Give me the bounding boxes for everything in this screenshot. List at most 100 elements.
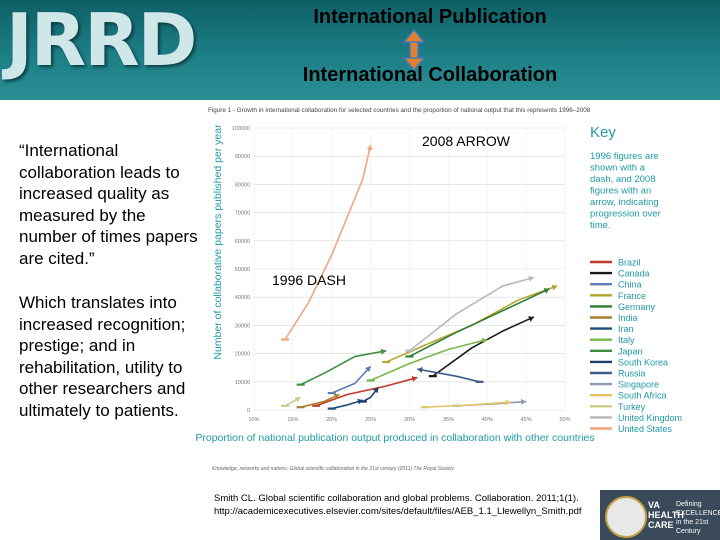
va-text-line2: HEALTH <box>648 510 684 520</box>
series-end-arrow <box>417 367 423 373</box>
description-text: Which translates into increased recognit… <box>19 293 186 420</box>
series-end-arrow <box>528 275 534 282</box>
series-end-arrow <box>528 316 534 322</box>
y-tick-labels: 0 10000 20000 30000 40000 50000 60000 70000 8000… <box>232 126 250 414</box>
legend-label: India <box>618 313 638 323</box>
series-line <box>409 276 535 352</box>
series-line <box>409 288 550 358</box>
x-tick-labels: 10% 15% 20% 25% 30% 35% 40% 45% 50% <box>248 417 570 423</box>
series-end-arrow <box>520 398 527 405</box>
dash-1996-annotation: 1996 DASH <box>272 272 346 288</box>
series-end-arrow <box>333 393 340 400</box>
va-tagline: Defining EXCELLENCE in the 21st Century <box>676 501 720 535</box>
key-title: Key <box>590 124 616 141</box>
x-tick-label: 15% <box>287 417 298 423</box>
x-tick-label: 25% <box>365 417 376 423</box>
x-axis-title: Proportion of national publication outpu… <box>195 432 594 444</box>
series-line <box>331 399 364 410</box>
legend-label: United States <box>618 424 673 434</box>
key-text-line: arrow, indicating <box>590 197 659 208</box>
x-tick-label: 35% <box>443 417 454 423</box>
figure-source: Knowledge, networks and nations: Global … <box>212 466 454 472</box>
y-tick-label: 40000 <box>235 295 250 301</box>
legend-label: Germany <box>618 302 656 312</box>
chart-series <box>281 144 558 410</box>
y-tick-label: 80000 <box>235 182 250 188</box>
key-text-line: progression over <box>590 209 661 220</box>
arrow-2008-annotation: 2008 ARROW <box>422 133 511 149</box>
series-end-arrow <box>411 375 418 382</box>
y-axis-label: Number of collaborative papers published… <box>212 124 224 360</box>
legend-label: Japan <box>618 346 643 356</box>
citation-reference: Smith CL. Global scientific collaboratio… <box>214 493 579 504</box>
series-line <box>284 144 372 340</box>
slide-title-publication: International Publication <box>313 6 547 28</box>
series-end-arrow <box>543 288 550 294</box>
chart-grid <box>253 127 566 411</box>
va-seal-icon <box>605 496 647 538</box>
y-axis-title: Number of collaborative papers published… <box>212 124 224 360</box>
x-tick-label: 20% <box>326 417 337 423</box>
x-tick-label: 50% <box>559 417 570 423</box>
key-text-line: time. <box>590 220 611 231</box>
legend-label: Italy <box>618 335 635 345</box>
y-tick-label: 0 <box>247 408 250 414</box>
slide-title-collaboration: International Collaboration <box>302 64 558 86</box>
citation: Smith CL. Global scientific collaboratio… <box>214 492 714 518</box>
key-text-line: 1996 figures are <box>590 151 659 162</box>
x-tick-label: 40% <box>482 417 493 423</box>
series-line <box>417 368 480 383</box>
citation-url: http://academicexecutives.elsevier.com/s… <box>214 506 582 517</box>
series-end-arrow <box>481 337 488 344</box>
legend-label: Brazil <box>618 258 641 268</box>
legend-label: China <box>618 280 642 290</box>
series-line <box>370 338 488 382</box>
figure-caption: Figure 1 - Growth in international colla… <box>208 107 591 114</box>
legend-label: Russia <box>618 369 646 379</box>
jrrd-logo: JRRD <box>6 0 197 82</box>
y-tick-label: 50000 <box>235 267 250 273</box>
legend-label: South Africa <box>618 391 667 401</box>
series-line <box>425 401 511 408</box>
legend-label: France <box>618 291 646 301</box>
y-tick-label: 90000 <box>235 154 250 160</box>
legend-label: Singapore <box>618 380 659 390</box>
va-text-line3: CARE <box>648 520 674 530</box>
va-logo-text: VA HEALTH CARE <box>648 500 684 530</box>
va-text-line1: VA <box>648 500 660 510</box>
legend-label: South Korea <box>618 357 668 367</box>
series-line <box>331 365 372 394</box>
key-text-line: shown with a <box>590 163 646 174</box>
y-tick-label: 100000 <box>232 126 250 132</box>
y-tick-label: 20000 <box>235 352 250 358</box>
series-end-arrow <box>366 144 373 151</box>
key-text-line: figures with an <box>590 186 651 197</box>
x-tick-label: 45% <box>521 417 532 423</box>
x-tick-label: 30% <box>404 417 415 423</box>
legend-label: United Kingdom <box>618 413 682 423</box>
series-end-arrow <box>365 366 371 373</box>
slide-header <box>0 0 720 100</box>
series-end-arrow <box>551 284 558 291</box>
y-tick-label: 30000 <box>235 323 250 329</box>
series-line <box>432 316 535 377</box>
legend-label: Canada <box>618 269 650 279</box>
double-arrow-icon <box>402 28 426 72</box>
y-tick-label: 70000 <box>235 211 250 217</box>
legend-label: Iran <box>618 324 634 334</box>
chart-legend: BrazilCanadaChinaFranceGermanyIndiaIranI… <box>590 258 682 434</box>
y-tick-label: 60000 <box>235 239 250 245</box>
series-end-arrow <box>372 387 379 394</box>
series-end-arrow <box>505 399 511 406</box>
series-line <box>300 349 387 386</box>
x-tick-label: 10% <box>248 417 259 423</box>
legend-label: Turkey <box>618 402 646 412</box>
series-end-arrow <box>294 397 301 403</box>
key-text-line: dash, and 2008 <box>590 174 656 185</box>
series-line <box>300 393 340 408</box>
series-end-arrow <box>380 348 387 355</box>
quote-text: “International collaboration leads to in… <box>19 141 198 268</box>
y-tick-label: 10000 <box>235 380 250 386</box>
